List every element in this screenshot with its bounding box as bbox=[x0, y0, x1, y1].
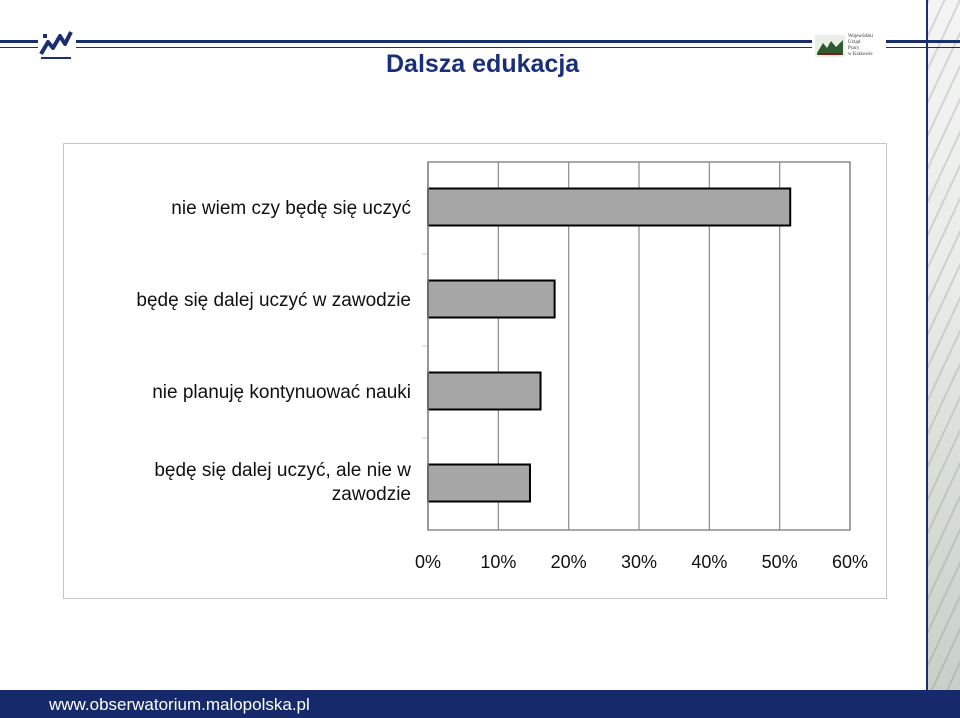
wup-logo-text: Wojewódzki Urząd Pracy w Krakowie bbox=[848, 34, 873, 58]
category-label: nie planuję kontynuować nauki bbox=[152, 382, 411, 403]
footer-bar: www.obserwatorium.malopolska.pl bbox=[0, 690, 960, 718]
x-tick-label: 0% bbox=[415, 552, 441, 572]
logo-text-line: Wojewódzki bbox=[848, 34, 874, 39]
bar bbox=[427, 187, 792, 227]
category-label: nie wiem czy będę się uczyć bbox=[171, 198, 411, 219]
header-rule-right bbox=[886, 40, 960, 43]
x-tick-label: 10% bbox=[480, 552, 516, 572]
chart-frame: 0% 10% 20% 30% 40% 50% 60% nie wiem czy będę s… bbox=[63, 143, 887, 599]
logo-text-line: Pracy bbox=[848, 46, 860, 51]
header-rule-left bbox=[0, 40, 38, 43]
x-tick-label: 50% bbox=[762, 552, 798, 572]
bar-chart: 0% 10% 20% 30% 40% 50% 60% bbox=[415, 161, 868, 572]
x-tick-label: 30% bbox=[621, 552, 657, 572]
bar bbox=[427, 279, 556, 319]
header-rule-right-thin bbox=[886, 47, 960, 48]
observatory-logo-icon bbox=[38, 28, 74, 60]
category-label: będę się dalej uczyć w zawodzie bbox=[136, 290, 411, 311]
bar bbox=[427, 463, 531, 503]
x-tick-label: 20% bbox=[551, 552, 587, 572]
page-title: Dalsza edukacja bbox=[386, 50, 580, 78]
wup-logo-icon bbox=[815, 35, 845, 57]
logo-text-line: w Krakowie bbox=[848, 52, 873, 57]
header-rule-center bbox=[76, 40, 812, 43]
right-decorative-strip bbox=[926, 0, 960, 690]
category-label: będę się dalej uczyć, ale nie w zawodzie bbox=[154, 460, 411, 505]
x-tick-label: 60% bbox=[832, 552, 868, 572]
header-rule-left-thin bbox=[0, 47, 38, 48]
header-rule-center-thin bbox=[76, 47, 812, 48]
footer-url: www.obserwatorium.malopolska.pl bbox=[49, 695, 310, 714]
wup-krakow-logo: Wojewódzki Urząd Pracy w Krakowie bbox=[815, 34, 883, 58]
x-tick-label: 40% bbox=[691, 552, 727, 572]
logo-text-line: Urząd bbox=[848, 40, 861, 45]
bar bbox=[427, 371, 542, 411]
